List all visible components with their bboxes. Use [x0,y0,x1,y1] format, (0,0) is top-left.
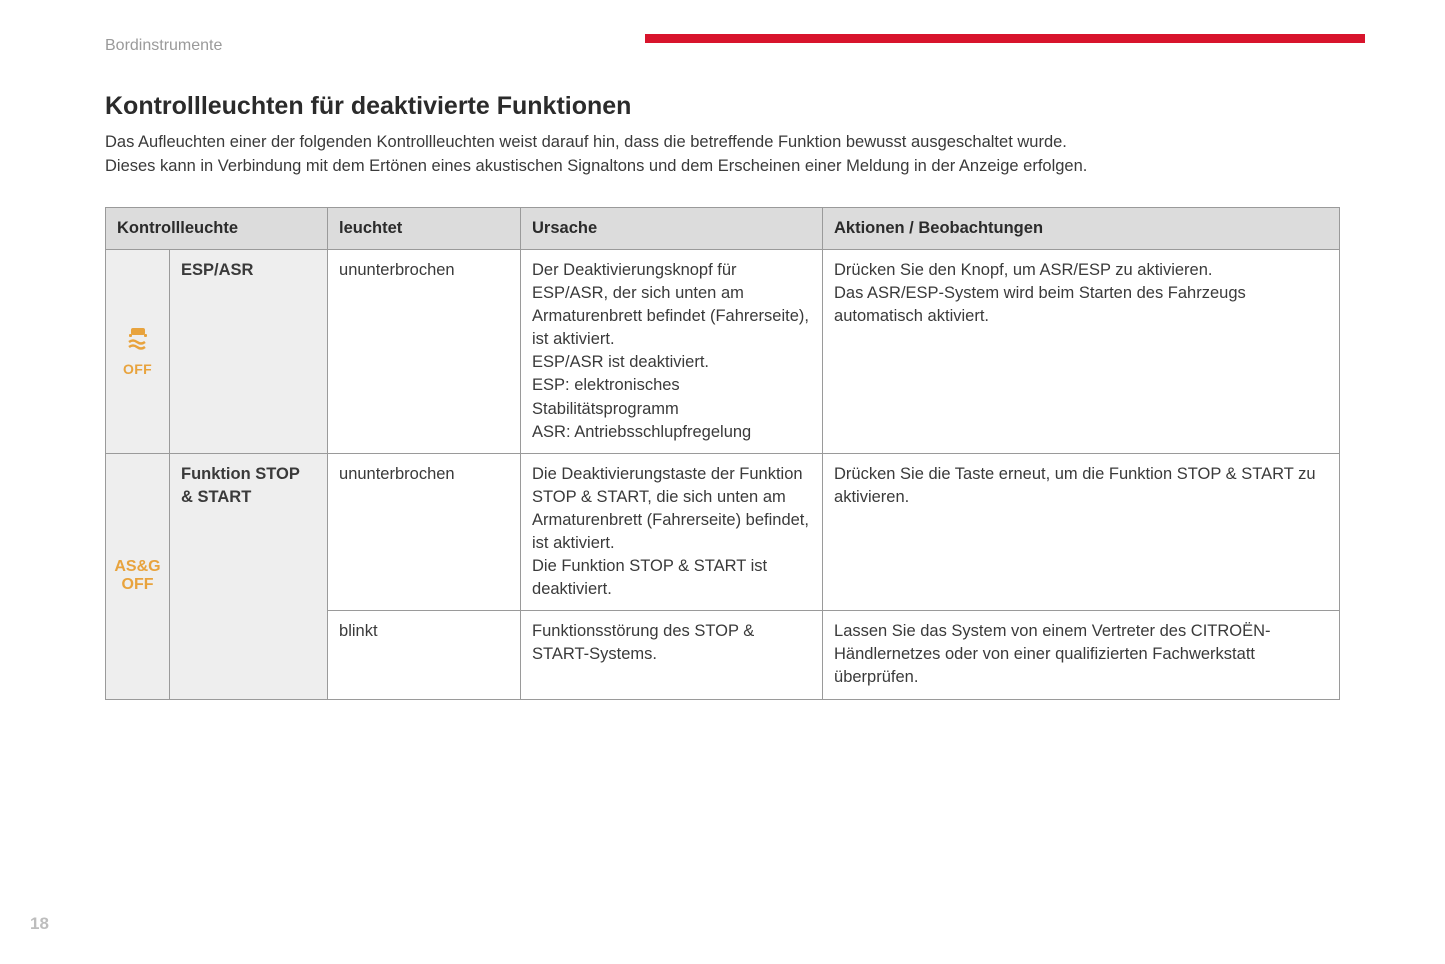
leuchtet-cell: blinkt [328,611,521,699]
ursache-cell: Funktionsstörung des STOP & START-System… [521,611,823,699]
esp-off-label: OFF [108,362,167,377]
table-row: OFF ESP/ASR ununterbrochen Der Deaktivie… [106,249,1340,453]
aktionen-cell: Lassen Sie das System von einem Vertrete… [823,611,1340,699]
name-cell-stopstart: Funktion STOP & START [170,453,328,699]
col-header-aktionen: Aktionen / Beobachtungen [823,207,1340,249]
aktionen-cell: Drücken Sie den Knopf, um ASR/ESP zu akt… [823,249,1340,453]
col-header-kontrollleuchte: Kontrollleuchte [106,207,328,249]
warning-lights-table: Kontrollleuchte leuchtet Ursache Aktione… [105,207,1340,700]
ursache-cell: Der Deaktivierungsknopf für ESP/ASR, der… [521,249,823,453]
leuchtet-cell: ununterbrochen [328,453,521,611]
page-header: Bordinstrumente [105,36,1365,56]
intro-line-1: Das Aufleuchten einer der folgenden Kont… [105,133,1067,151]
main-content: Kontrollleuchten für deaktivierte Funkti… [105,92,1340,700]
intro-paragraph: Das Aufleuchten einer der folgenden Kont… [105,131,1340,179]
table-row: AS&GOFF Funktion STOP & START ununterbro… [106,453,1340,611]
asg-off-icon: AS&GOFF [108,558,167,595]
ursache-cell: Die Deaktivierungstaste der Funktion STO… [521,453,823,611]
col-header-leuchtet: leuchtet [328,207,521,249]
icon-cell-esp: OFF [106,249,170,453]
page-number: 18 [30,914,49,934]
esp-off-icon: OFF [108,325,167,377]
col-header-ursache: Ursache [521,207,823,249]
page-title: Kontrollleuchten für deaktivierte Funkti… [105,92,1340,121]
table-header-row: Kontrollleuchte leuchtet Ursache Aktione… [106,207,1340,249]
icon-cell-asg: AS&GOFF [106,453,170,699]
name-cell-esp: ESP/ASR [170,249,328,453]
intro-line-2: Dieses kann in Verbindung mit dem Ertöne… [105,157,1087,175]
leuchtet-cell: ununterbrochen [328,249,521,453]
aktionen-cell: Drücken Sie die Taste erneut, um die Fun… [823,453,1340,611]
breadcrumb: Bordinstrumente [105,37,222,55]
